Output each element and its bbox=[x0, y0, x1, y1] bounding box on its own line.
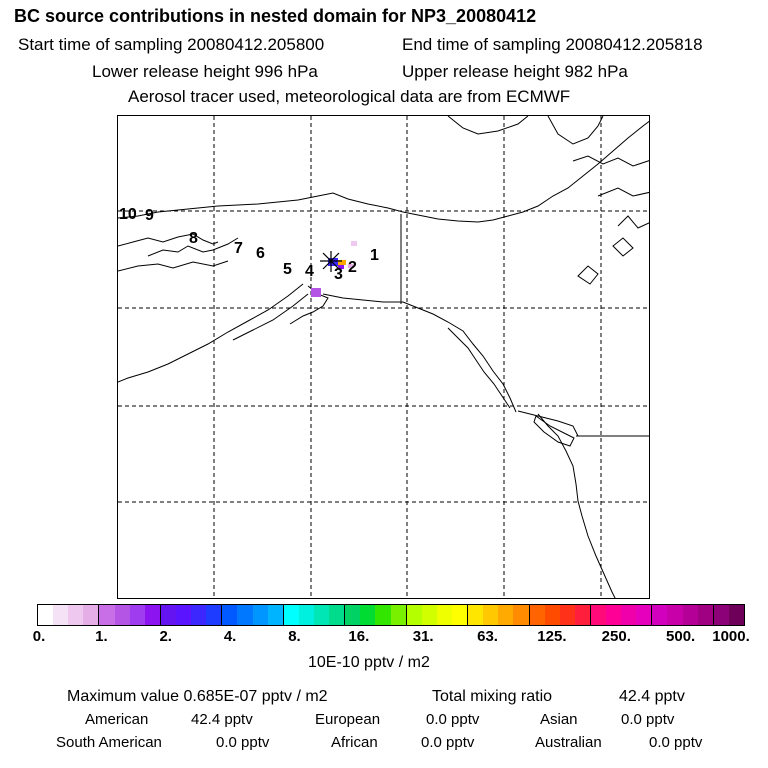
colorbar-segment bbox=[636, 605, 652, 625]
colorbar-segment bbox=[559, 605, 575, 625]
european-label: European bbox=[315, 711, 381, 728]
max-value-label: Maximum value 0.685E-07 pptv / m2 bbox=[67, 688, 328, 705]
colorbar-tick-label: 250. bbox=[601, 628, 631, 645]
colorbar-segment bbox=[129, 605, 145, 625]
colorbar-segment bbox=[329, 605, 345, 625]
day-marker-9: 9 bbox=[145, 207, 154, 224]
australian-label: Australian bbox=[535, 734, 602, 751]
colorbar-segment bbox=[375, 605, 391, 625]
colorbar-tick-label: 500. bbox=[666, 628, 696, 645]
colorbar-tick-label: 31. bbox=[412, 628, 434, 645]
colorbar bbox=[37, 604, 745, 626]
colorbar-tick-label: 8. bbox=[288, 628, 301, 645]
colorbar-tick-label: 4. bbox=[223, 628, 237, 645]
colorbar-segment bbox=[298, 605, 314, 625]
day-marker-10: 10 bbox=[119, 206, 137, 223]
american-label: American bbox=[85, 711, 149, 728]
colorbar-segment bbox=[159, 605, 176, 625]
colorbar-segment bbox=[451, 605, 468, 625]
chart-title: BC source contributions in nested domain… bbox=[14, 6, 537, 26]
colorbar-segment bbox=[144, 605, 160, 625]
colorbar-segment bbox=[206, 605, 222, 625]
colorbar-segment bbox=[621, 605, 637, 625]
colorbar-tick-label: 63. bbox=[477, 628, 498, 645]
colorbar-segment bbox=[606, 605, 622, 625]
colorbar-segment bbox=[282, 605, 299, 625]
day-marker-2: 2 bbox=[348, 259, 357, 276]
total-mixing-value: 42.4 pptv bbox=[619, 688, 685, 705]
total-mixing-label: Total mixing ratio bbox=[432, 688, 553, 705]
colorbar-segment bbox=[221, 605, 238, 625]
african-value: 0.0 pptv bbox=[421, 734, 475, 751]
colorbar-segment bbox=[667, 605, 683, 625]
colorbar-segment bbox=[682, 605, 698, 625]
colorbar-unit: 10E-10 pptv / m2 bbox=[308, 654, 430, 671]
colorbar-segment bbox=[467, 605, 484, 625]
colorbar-segment bbox=[313, 605, 330, 625]
map-panel: 1 2 3 4 5 6 7 8 9 10 bbox=[117, 115, 650, 599]
day-marker-1: 1 bbox=[370, 247, 379, 264]
colorbar-segment bbox=[544, 605, 560, 625]
european-value: 0.0 pptv bbox=[426, 711, 480, 728]
colorbar-segment bbox=[53, 605, 69, 625]
colorbar-segment bbox=[175, 605, 192, 625]
african-label: African bbox=[331, 734, 378, 751]
start-time-label: Start time of sampling 20080412.205800 bbox=[18, 35, 325, 54]
end-time-label: End time of sampling 20080412.205818 bbox=[402, 35, 703, 54]
colorbar-segment bbox=[436, 605, 452, 625]
upper-release-label: Upper release height 982 hPa bbox=[402, 62, 628, 81]
colorbar-segment bbox=[252, 605, 268, 625]
colorbar-segment bbox=[344, 605, 361, 625]
colorbar-segment bbox=[483, 605, 499, 625]
colorbar-segment bbox=[421, 605, 437, 625]
colorbar-segment bbox=[98, 605, 115, 625]
asian-label: Asian bbox=[540, 711, 578, 728]
colorbar-tick-label: 0. bbox=[32, 628, 46, 645]
source-contribution-pixels bbox=[311, 241, 357, 297]
day-marker-3: 3 bbox=[334, 266, 343, 283]
colorbar-tick-label: 125. bbox=[537, 628, 567, 645]
graticule bbox=[118, 116, 649, 598]
colorbar-segment bbox=[38, 605, 54, 625]
day-marker-7: 7 bbox=[234, 240, 243, 257]
asian-value: 0.0 pptv bbox=[621, 711, 675, 728]
colorbar-segment bbox=[574, 605, 590, 625]
day-marker-5: 5 bbox=[283, 261, 292, 278]
colorbar-segment bbox=[589, 605, 607, 625]
colorbar-segment bbox=[83, 605, 99, 625]
colorbar-segment bbox=[390, 605, 406, 625]
day-marker-6: 6 bbox=[256, 245, 265, 262]
colorbar-segment bbox=[68, 605, 84, 625]
day-marker-8: 8 bbox=[189, 230, 198, 247]
star-icon bbox=[320, 251, 342, 272]
australian-value: 0.0 pptv bbox=[649, 734, 703, 751]
lower-release-label: Lower release height 996 hPa bbox=[92, 62, 318, 81]
colorbar-segment bbox=[728, 605, 745, 625]
south-american-label: South American bbox=[56, 734, 162, 751]
map-canvas: 1 2 3 4 5 6 7 8 9 10 bbox=[118, 116, 649, 598]
colorbar-segment bbox=[267, 605, 283, 625]
colorbar-segment bbox=[528, 605, 545, 625]
day-marker-4: 4 bbox=[305, 263, 314, 280]
american-value: 42.4 pptv bbox=[191, 711, 253, 728]
colorbar-segment bbox=[114, 605, 130, 625]
colorbar-segment bbox=[651, 605, 668, 625]
south-american-value: 0.0 pptv bbox=[216, 734, 270, 751]
colorbar-tick-label: 1000. bbox=[712, 628, 750, 645]
tracer-info-label: Aerosol tracer used, meteorological data… bbox=[128, 87, 571, 106]
colorbar-tick-label: 1. bbox=[95, 628, 108, 645]
colorbar-segment bbox=[513, 605, 529, 625]
coastline bbox=[118, 116, 649, 598]
colorbar-segment bbox=[498, 605, 514, 625]
colorbar-segment bbox=[697, 605, 713, 625]
colorbar-segment bbox=[237, 605, 253, 625]
colorbar-segment bbox=[712, 605, 729, 625]
colorbar-tick-label: 2. bbox=[159, 628, 172, 645]
colorbar-segment bbox=[360, 605, 376, 625]
colorbar-segment bbox=[405, 605, 422, 625]
colorbar-segment bbox=[191, 605, 207, 625]
colorbar-tick-label: 16. bbox=[348, 628, 370, 645]
